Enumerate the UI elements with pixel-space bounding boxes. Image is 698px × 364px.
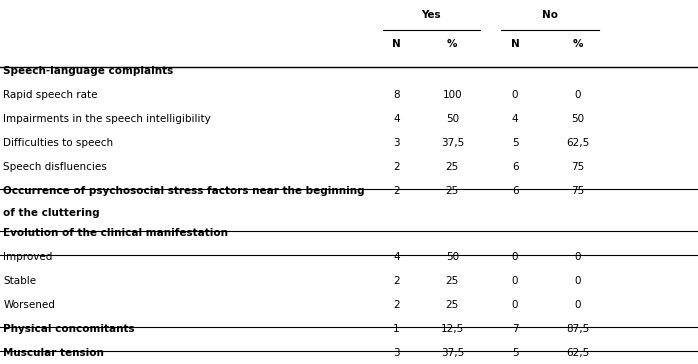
Text: Muscular tension: Muscular tension	[3, 348, 105, 358]
Text: 6: 6	[512, 162, 519, 172]
Text: 87,5: 87,5	[566, 324, 590, 334]
Text: Rapid speech rate: Rapid speech rate	[3, 90, 98, 100]
Text: 4: 4	[512, 114, 519, 124]
Text: 75: 75	[572, 186, 584, 196]
Text: 50: 50	[446, 114, 459, 124]
Text: 2: 2	[393, 186, 400, 196]
Text: Yes: Yes	[422, 9, 441, 20]
Text: Worsened: Worsened	[3, 300, 55, 310]
Text: N: N	[392, 39, 401, 49]
Text: 25: 25	[446, 276, 459, 286]
Text: 4: 4	[393, 252, 400, 262]
Text: 0: 0	[574, 90, 581, 100]
Text: 62,5: 62,5	[566, 348, 590, 358]
Text: 5: 5	[512, 138, 519, 148]
Text: %: %	[572, 39, 584, 49]
Text: Speech-language complaints: Speech-language complaints	[3, 66, 174, 76]
Text: 50: 50	[572, 114, 584, 124]
Text: 0: 0	[512, 276, 519, 286]
Text: 3: 3	[393, 138, 400, 148]
Text: Occurrence of psychosocial stress factors near the beginning: Occurrence of psychosocial stress factor…	[3, 186, 365, 196]
Text: 25: 25	[446, 300, 459, 310]
Text: 100: 100	[443, 90, 462, 100]
Text: 2: 2	[393, 276, 400, 286]
Text: 4: 4	[393, 114, 400, 124]
Text: 0: 0	[574, 276, 581, 286]
Text: 0: 0	[574, 300, 581, 310]
Text: 5: 5	[512, 348, 519, 358]
Text: No: No	[542, 9, 558, 20]
Text: 75: 75	[572, 162, 584, 172]
Text: Speech disfluencies: Speech disfluencies	[3, 162, 107, 172]
Text: 3: 3	[393, 348, 400, 358]
Text: Physical concomitants: Physical concomitants	[3, 324, 135, 334]
Text: 0: 0	[512, 252, 519, 262]
Text: 62,5: 62,5	[566, 138, 590, 148]
Text: 12,5: 12,5	[440, 324, 464, 334]
Text: 2: 2	[393, 300, 400, 310]
Text: 25: 25	[446, 186, 459, 196]
Text: Stable: Stable	[3, 276, 36, 286]
Text: N: N	[511, 39, 519, 49]
Text: Impairments in the speech intelligibility: Impairments in the speech intelligibilit…	[3, 114, 211, 124]
Text: 0: 0	[512, 300, 519, 310]
Text: 8: 8	[393, 90, 400, 100]
Text: 37,5: 37,5	[440, 348, 464, 358]
Text: 6: 6	[512, 186, 519, 196]
Text: 0: 0	[574, 252, 581, 262]
Text: 25: 25	[446, 162, 459, 172]
Text: %: %	[447, 39, 458, 49]
Text: 37,5: 37,5	[440, 138, 464, 148]
Text: 2: 2	[393, 162, 400, 172]
Text: Difficulties to speech: Difficulties to speech	[3, 138, 114, 148]
Text: 50: 50	[446, 252, 459, 262]
Text: 1: 1	[393, 324, 400, 334]
Text: 7: 7	[512, 324, 519, 334]
Text: 0: 0	[512, 90, 519, 100]
Text: Improved: Improved	[3, 252, 53, 262]
Text: Evolution of the clinical manifestation: Evolution of the clinical manifestation	[3, 228, 228, 238]
Text: of the cluttering: of the cluttering	[3, 208, 100, 218]
